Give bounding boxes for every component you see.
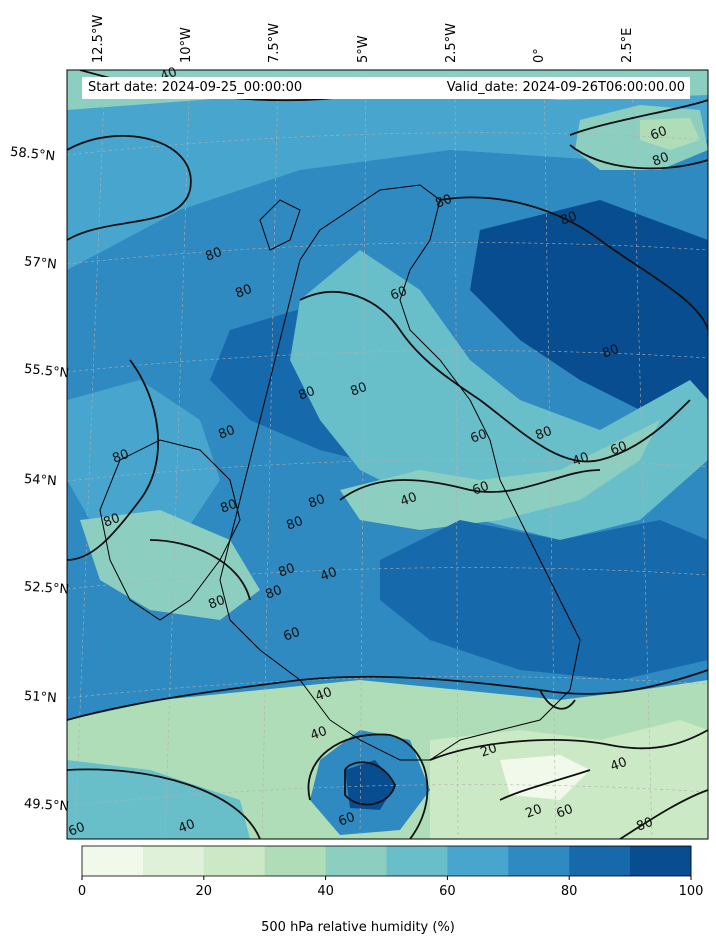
longitude-label: 5°W <box>356 35 371 63</box>
contour-label: 80 <box>233 282 254 302</box>
humidity-patch-ne-inner <box>640 118 700 150</box>
contour-label: 80 <box>276 561 297 581</box>
contour-label: 20 <box>523 802 544 822</box>
colorbar-tick-label: 100 <box>678 884 704 899</box>
colorbar-tick-label: 80 <box>560 884 578 899</box>
contour-label: 80 <box>216 423 237 443</box>
colorbar-swatch <box>264 846 327 876</box>
colorbar-frame <box>81 845 692 877</box>
contour-label: 80 <box>634 815 655 835</box>
colorbar-swatch <box>447 846 509 876</box>
latitude-label: 51°N <box>23 688 58 707</box>
contour-label: 80 <box>206 593 227 613</box>
contour-label: 80 <box>348 380 369 400</box>
contour-label: 80 <box>533 424 554 444</box>
colorbar-swatch <box>203 846 266 876</box>
contour-label: 80 <box>203 245 224 265</box>
contour-label: 40 <box>608 755 629 775</box>
contour-label: 60 <box>336 810 357 830</box>
colorbar-swatch <box>82 846 144 876</box>
contour-label: 80 <box>296 384 317 404</box>
contour-label: 40 <box>398 490 419 510</box>
map-frame <box>66 69 709 840</box>
humidity-band-west <box>67 380 220 560</box>
coastlines <box>99 184 581 761</box>
longitude-label: 10°W <box>179 27 194 63</box>
contour-lines <box>67 70 708 839</box>
longitude-label: 2.5°W <box>444 22 459 63</box>
contour-label: 80 <box>110 447 131 467</box>
latitude-label: 52.5°N <box>23 579 70 598</box>
contour-label: 60 <box>648 124 669 144</box>
contour-label: 80 <box>650 150 671 170</box>
colorbar <box>82 846 692 876</box>
contour-label: 60 <box>470 479 491 499</box>
contour-label: 80 <box>284 514 305 534</box>
contour-label: 60 <box>388 284 409 304</box>
contour-label: 80 <box>218 497 239 517</box>
contour-label: 80 <box>558 209 579 229</box>
colorbar-swatch <box>569 846 631 876</box>
colorbar-tick-marks <box>81 876 692 880</box>
colorbar-title: 500 hPa relative humidity (%) <box>261 920 455 935</box>
humidity-band-diagonal-lighter <box>340 420 660 530</box>
header-box <box>82 77 690 99</box>
contour-label: 40 <box>570 450 591 470</box>
colorbar-swatch <box>630 846 692 876</box>
latitude-label: 49.5°N <box>23 796 70 815</box>
contour-label: 60 <box>608 439 629 459</box>
colorbar-swatch <box>142 846 205 876</box>
colorbar-swatch <box>325 846 387 876</box>
contour-label: 40 <box>318 565 339 585</box>
latitude-label: 54°N <box>23 471 58 490</box>
contour-label: 80 <box>263 583 284 603</box>
contour-label: 60 <box>66 820 87 840</box>
humidity-band-north-mid <box>67 85 708 270</box>
longitude-label: 7.5°W <box>267 22 282 63</box>
humidity-band-se-dark <box>380 520 708 680</box>
contour-label: 60 <box>554 802 575 822</box>
contour-label: 40 <box>308 724 329 744</box>
contour-label: 20 <box>478 741 499 761</box>
colorbar-swatch <box>508 846 570 876</box>
longitude-label: 12.5°W <box>91 14 106 63</box>
contour-label: 80 <box>433 192 454 212</box>
contour-label: 80 <box>306 492 327 512</box>
contour-label: 40 <box>313 685 334 705</box>
contour-label-layer: 4060808080608080808080806080406060408080… <box>66 65 671 840</box>
colorbar-tick-label: 60 <box>439 884 456 899</box>
contour-label: 60 <box>281 625 302 645</box>
longitude-label: 2.5°E <box>620 27 635 63</box>
longitude-label: 0° <box>532 48 547 63</box>
valid-date-label: Valid_date: 2024-09-26T06:00:00.00 <box>446 80 685 95</box>
humidity-band-west-light <box>80 510 260 620</box>
start-date-label: Start date: 2024-09-25_00:00:00 <box>88 80 303 95</box>
contour-label: 80 <box>600 342 621 362</box>
contour-label: 80 <box>101 511 122 531</box>
humidity-region-se-lightest <box>500 755 590 800</box>
graticule <box>67 70 708 839</box>
colorbar-swatch <box>386 846 448 876</box>
contour-label: 40 <box>176 817 197 837</box>
humidity-region-sw <box>67 760 250 839</box>
humidity-band-east-dark <box>470 200 708 420</box>
contour-label: 60 <box>468 427 489 447</box>
colorbar-tick-label: 0 <box>77 884 87 899</box>
colorbar-tick-label: 40 <box>317 884 334 899</box>
colorbar-tick-label: 20 <box>195 884 213 899</box>
humidity-blob-channel-core <box>345 760 395 810</box>
